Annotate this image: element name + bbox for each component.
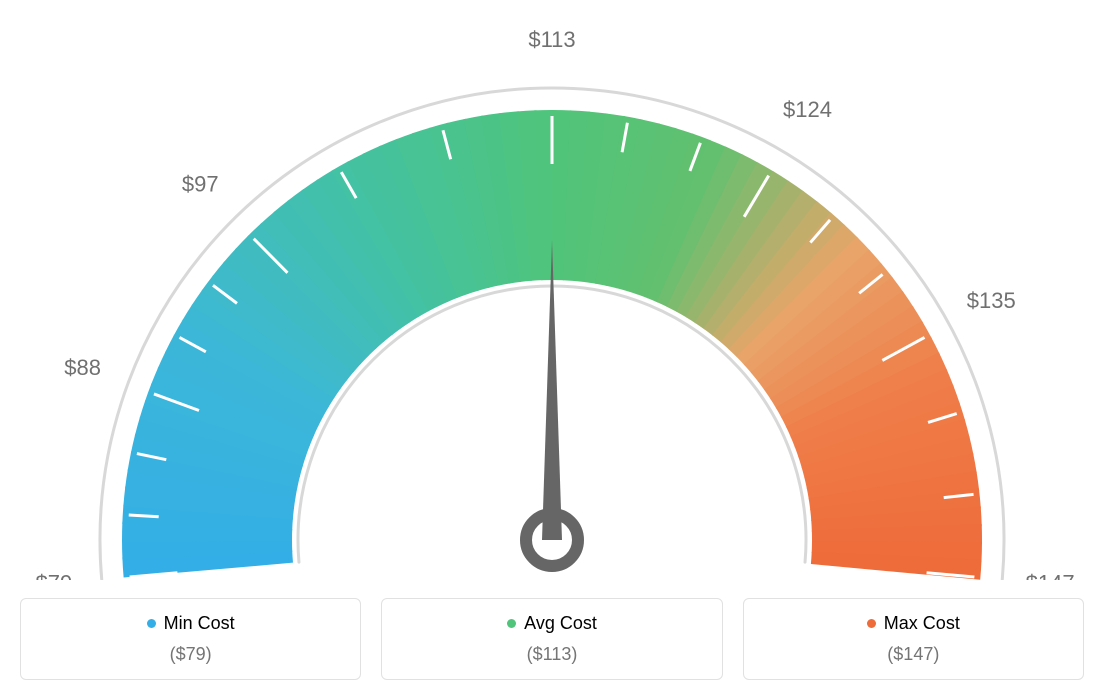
legend-max-dot — [867, 619, 876, 628]
legend-avg-value: ($113) — [392, 644, 711, 665]
legend-min-label: Min Cost — [164, 613, 235, 634]
legend-max-value: ($147) — [754, 644, 1073, 665]
legend-avg-card: Avg Cost ($113) — [381, 598, 722, 680]
legend-max-label: Max Cost — [884, 613, 960, 634]
svg-text:$88: $88 — [64, 355, 101, 380]
legend-max-card: Max Cost ($147) — [743, 598, 1084, 680]
legend-min-value: ($79) — [31, 644, 350, 665]
legend-min-dot — [147, 619, 156, 628]
svg-text:$113: $113 — [528, 27, 575, 52]
svg-text:$135: $135 — [967, 288, 1016, 313]
svg-text:$147: $147 — [1026, 571, 1075, 580]
svg-text:$79: $79 — [36, 571, 73, 580]
gauge-svg: $79 $88 $97 $113 $124 $135 $147 — [20, 20, 1084, 580]
gauge-chart: $79 $88 $97 $113 $124 $135 $147 — [20, 20, 1084, 580]
legend-min-card: Min Cost ($79) — [20, 598, 361, 680]
svg-text:$124: $124 — [783, 97, 832, 122]
legend-row: Min Cost ($79) Avg Cost ($113) Max Cost … — [20, 598, 1084, 680]
svg-text:$97: $97 — [182, 172, 219, 197]
legend-avg-label: Avg Cost — [524, 613, 597, 634]
legend-avg-dot — [507, 619, 516, 628]
cost-gauge-widget: $79 $88 $97 $113 $124 $135 $147 Min Cost ($79)… — [20, 20, 1084, 680]
